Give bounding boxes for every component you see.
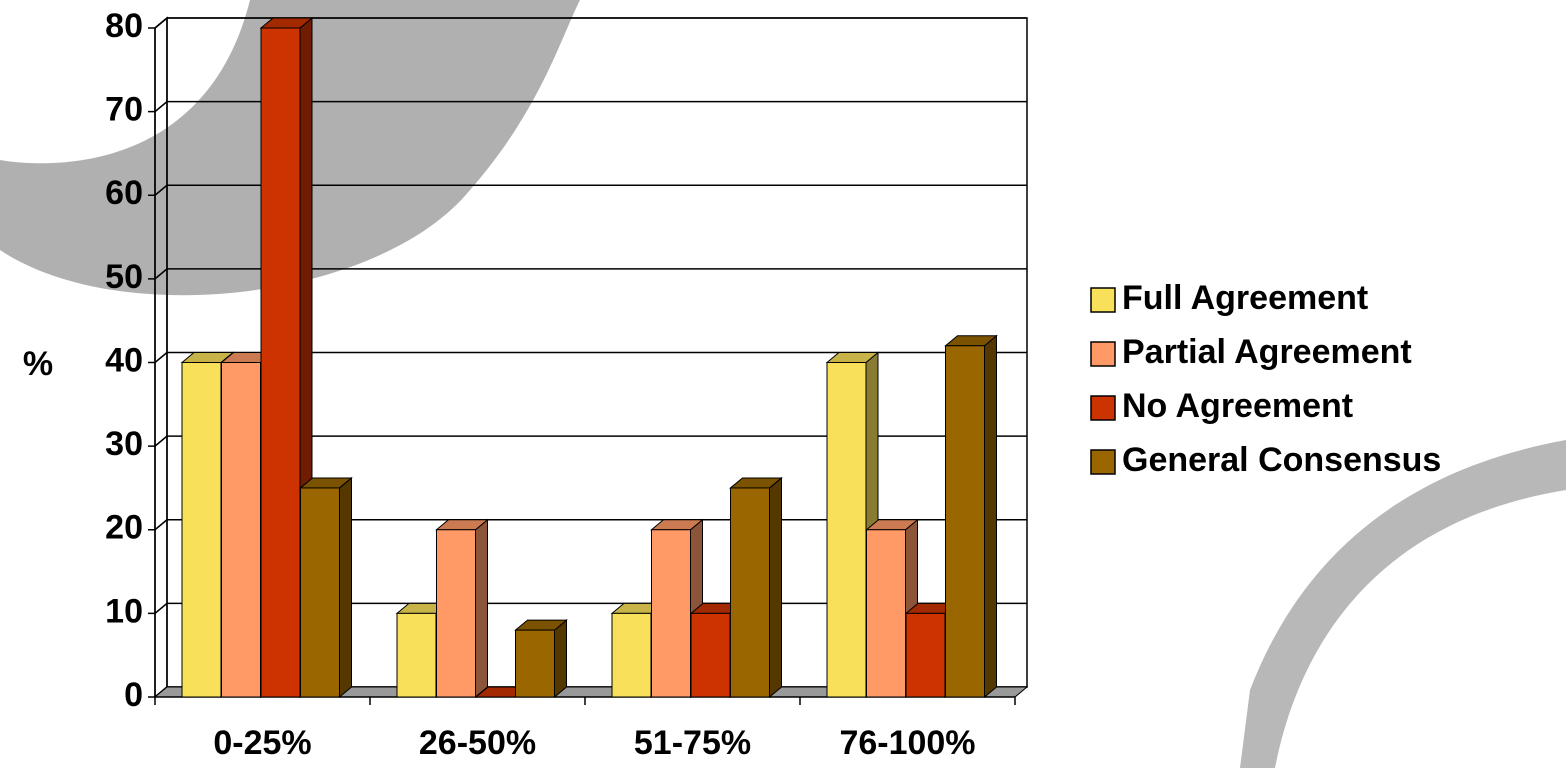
bar-front xyxy=(826,362,867,698)
bar-front xyxy=(866,529,906,698)
bar xyxy=(729,476,783,699)
bar xyxy=(944,334,998,699)
x-tick-label: 76-100% xyxy=(839,724,975,762)
bar-front xyxy=(651,529,691,698)
legend-label: No Agreement xyxy=(1122,387,1353,425)
bar-side xyxy=(339,476,352,699)
bar xyxy=(865,518,919,699)
bar xyxy=(435,518,489,699)
bar xyxy=(610,602,665,699)
y-tick-label: 80 xyxy=(105,7,143,45)
legend-label: Full Agreement xyxy=(1122,279,1368,317)
y-tick-label: 30 xyxy=(105,425,143,463)
grid-line xyxy=(154,602,168,614)
bar xyxy=(259,16,314,699)
y-tick-label: 40 xyxy=(105,341,143,379)
bar-side xyxy=(984,334,997,699)
bar xyxy=(299,476,353,699)
bar-front xyxy=(221,362,261,698)
bar-side xyxy=(769,476,782,699)
bar-front xyxy=(690,612,731,698)
legend-label: General Consensus xyxy=(1122,441,1441,479)
bar-front xyxy=(396,612,437,698)
x-tick-label: 51-75% xyxy=(634,724,751,762)
bar-front xyxy=(300,487,340,698)
bar-front xyxy=(181,362,222,698)
y-tick-label: 10 xyxy=(105,592,143,630)
x-tick-label: 26-50% xyxy=(419,724,536,762)
grid-line xyxy=(154,17,168,29)
bar-front xyxy=(611,612,652,698)
legend-swatch xyxy=(1090,395,1116,421)
legend-label: Partial Agreement xyxy=(1122,333,1412,371)
y-tick-label: 60 xyxy=(105,174,143,212)
y-tick-label: 0 xyxy=(124,676,143,714)
bar-front xyxy=(515,629,555,698)
y-axis-label: % xyxy=(23,345,53,383)
y-tick-label: 50 xyxy=(105,258,143,296)
legend-swatch xyxy=(1090,341,1116,367)
bar-front xyxy=(945,345,985,698)
grid-line xyxy=(154,435,168,447)
x-tick-label: 0-25% xyxy=(213,724,311,762)
bar xyxy=(514,619,568,699)
legend-swatch xyxy=(1090,287,1116,313)
bar-side xyxy=(475,518,488,699)
background-swoosh xyxy=(1240,440,1566,768)
grid-line xyxy=(154,268,168,280)
bar-front xyxy=(730,487,770,698)
y-tick-label: 70 xyxy=(105,91,143,129)
grid-line xyxy=(154,351,168,364)
bar xyxy=(825,351,880,699)
grid-line xyxy=(154,184,168,196)
bar-front xyxy=(905,612,946,698)
bar xyxy=(395,602,450,699)
bar-side xyxy=(554,619,567,699)
grid-line xyxy=(154,101,168,113)
bar-front xyxy=(260,27,301,698)
legend-swatch xyxy=(1090,449,1116,475)
y-tick-label: 20 xyxy=(105,509,143,547)
bar-front xyxy=(436,529,476,698)
grid-line xyxy=(154,519,168,531)
